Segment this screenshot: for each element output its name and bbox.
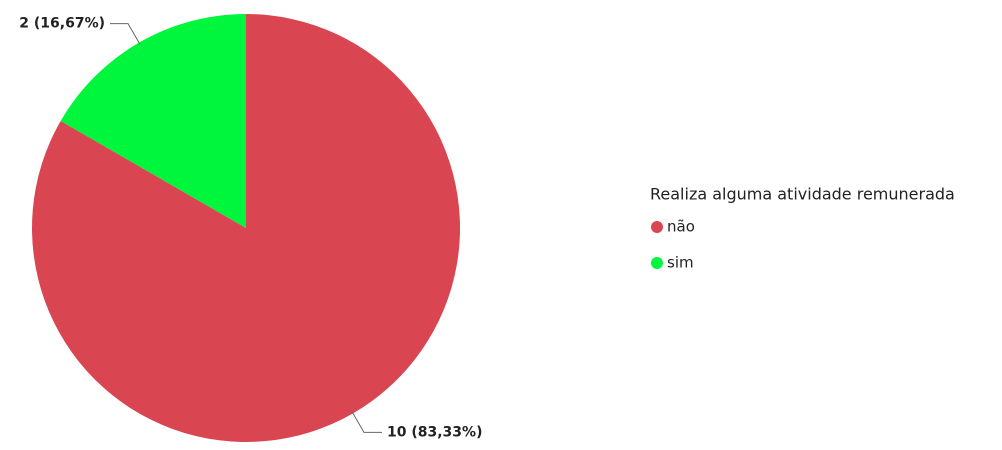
data-label: 2 (16,67%) (19, 16, 105, 32)
leader-line (110, 23, 141, 45)
legend-title: Realiza alguma atividade remunerada (650, 185, 955, 204)
legend-marker (651, 221, 663, 233)
legend-label: sim (667, 254, 694, 272)
legend-label: não (667, 218, 695, 236)
legend-marker (651, 257, 663, 269)
data-label: 10 (83,33%) (387, 424, 482, 440)
pie-slice (31, 14, 460, 442)
pie-slice (60, 14, 246, 228)
leader-line (351, 411, 382, 433)
